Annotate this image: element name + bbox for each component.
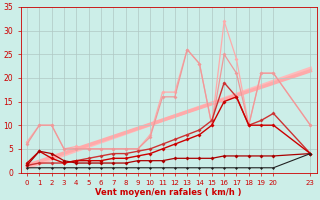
X-axis label: Vent moyen/en rafales ( km/h ): Vent moyen/en rafales ( km/h ) — [95, 188, 242, 197]
